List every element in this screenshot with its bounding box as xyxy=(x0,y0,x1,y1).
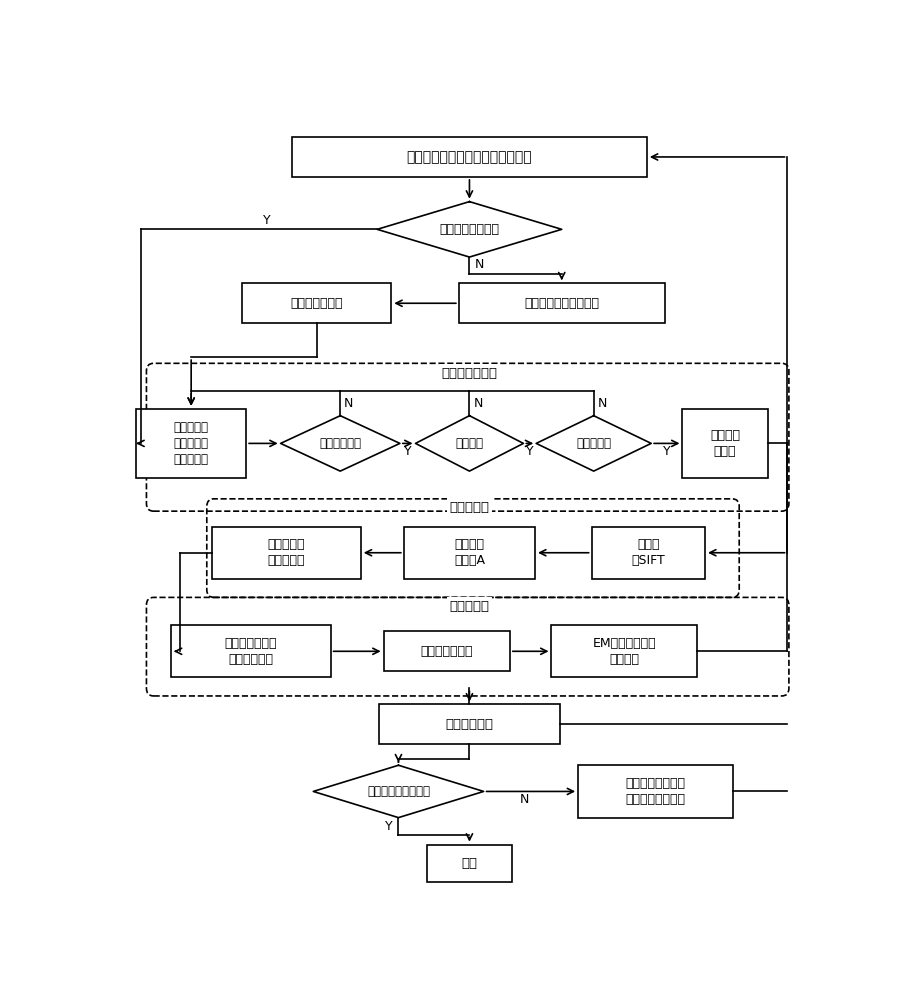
FancyBboxPatch shape xyxy=(379,704,560,744)
Text: 选取待扩展点集: 选取待扩展点集 xyxy=(442,367,497,380)
Polygon shape xyxy=(536,416,651,471)
FancyBboxPatch shape xyxy=(292,137,647,177)
Text: 新匹配数量小于阈值: 新匹配数量小于阈值 xyxy=(367,785,430,798)
Text: Y: Y xyxy=(404,445,411,458)
Text: 区域中未加
入待扩展点
集的一个点: 区域中未加 入待扩展点 集的一个点 xyxy=(174,421,209,466)
Text: 已匹配区域外轮廓
选取新的种子集合: 已匹配区域外轮廓 选取新的种子集合 xyxy=(626,777,685,806)
Text: Y: Y xyxy=(263,214,271,227)
Text: N: N xyxy=(474,258,484,271)
Text: 一致性匹配: 一致性匹配 xyxy=(450,600,489,613)
FancyBboxPatch shape xyxy=(171,625,331,677)
Text: 没有匹配: 没有匹配 xyxy=(455,437,484,450)
Polygon shape xyxy=(313,765,484,818)
FancyBboxPatch shape xyxy=(427,845,512,882)
FancyBboxPatch shape xyxy=(404,527,535,579)
Text: N: N xyxy=(474,397,483,410)
Text: N: N xyxy=(520,793,529,806)
FancyBboxPatch shape xyxy=(136,409,246,478)
Text: Y: Y xyxy=(526,445,534,458)
Text: 子空间融合: 子空间融合 xyxy=(450,501,489,514)
Text: N: N xyxy=(597,397,607,410)
Polygon shape xyxy=(416,416,523,471)
Text: 未被处理过: 未被处理过 xyxy=(576,437,611,450)
FancyBboxPatch shape xyxy=(551,625,697,677)
Text: 结束: 结束 xyxy=(462,857,477,870)
FancyBboxPatch shape xyxy=(578,765,733,818)
Text: 位于纹理区域: 位于纹理区域 xyxy=(320,437,361,450)
Text: 取一对待扩展种子匹配: 取一对待扩展种子匹配 xyxy=(524,297,599,310)
FancyBboxPatch shape xyxy=(242,283,391,323)
FancyBboxPatch shape xyxy=(682,409,768,478)
Text: N: N xyxy=(344,397,354,410)
Text: 种子匹配集合为空: 种子匹配集合为空 xyxy=(440,223,499,236)
Text: 稀疏特征点匹配获取种子匹配集合: 稀疏特征点匹配获取种子匹配集合 xyxy=(407,150,532,164)
Polygon shape xyxy=(280,416,400,471)
Text: 加入待扩
展点集: 加入待扩 展点集 xyxy=(710,429,740,458)
FancyBboxPatch shape xyxy=(459,283,665,323)
Text: EM算法求解获得
匹配集合: EM算法求解获得 匹配集合 xyxy=(593,637,656,666)
FancyBboxPatch shape xyxy=(384,631,510,671)
Polygon shape xyxy=(377,202,562,257)
Text: 引入一致性先验: 引入一致性先验 xyxy=(420,645,473,658)
Text: 提取稠
密SIFT: 提取稠 密SIFT xyxy=(631,538,665,567)
Text: Y: Y xyxy=(663,445,671,458)
FancyBboxPatch shape xyxy=(212,527,361,579)
Text: 计算相似
度矩阵A: 计算相似 度矩阵A xyxy=(454,538,485,567)
FancyBboxPatch shape xyxy=(592,527,705,579)
Text: 求解拉普拉
斯嵌入问题: 求解拉普拉 斯嵌入问题 xyxy=(267,538,305,567)
Text: 优化匹配结果: 优化匹配结果 xyxy=(445,718,494,731)
Text: Y: Y xyxy=(385,820,392,833)
Text: 在子空间里构建
高斯混合模型: 在子空间里构建 高斯混合模型 xyxy=(224,637,277,666)
Text: 选取待扩展区域: 选取待扩展区域 xyxy=(290,297,344,310)
